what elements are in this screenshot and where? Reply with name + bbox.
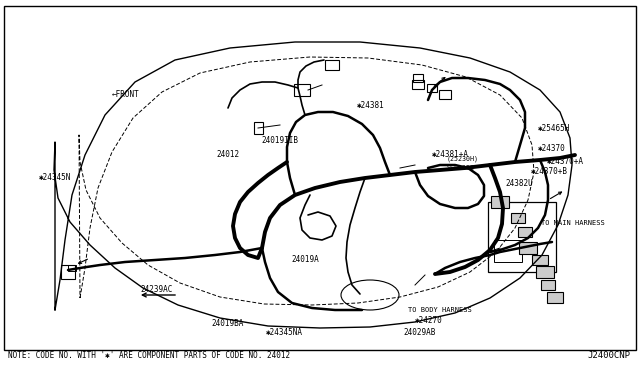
Bar <box>427 84 437 92</box>
Text: 24382U: 24382U <box>506 179 533 187</box>
Bar <box>518 227 532 237</box>
Text: ✱24345NA: ✱24345NA <box>266 328 303 337</box>
Bar <box>511 213 525 223</box>
Text: J2400CNP: J2400CNP <box>587 351 630 360</box>
Bar <box>325 60 339 70</box>
Bar <box>61 265 75 279</box>
Bar <box>519 242 537 254</box>
Text: ✱24381: ✱24381 <box>357 101 385 110</box>
Text: 24019BA: 24019BA <box>211 319 244 328</box>
Text: 24012: 24012 <box>216 150 239 159</box>
Text: 24019IIB: 24019IIB <box>261 136 298 145</box>
Text: ←FRONT: ←FRONT <box>112 90 140 99</box>
Text: SEC.252: SEC.252 <box>447 165 475 171</box>
Bar <box>294 84 310 96</box>
Bar <box>254 122 263 134</box>
Text: ✱24345N: ✱24345N <box>38 173 71 182</box>
Bar <box>412 80 424 89</box>
Bar <box>68 265 76 271</box>
Text: ✱25465H: ✱25465H <box>538 124 570 133</box>
Text: 24239AC: 24239AC <box>141 285 173 294</box>
Bar <box>413 74 423 82</box>
Text: ✱24370+A: ✱24370+A <box>547 157 584 166</box>
Text: 24019A: 24019A <box>291 255 319 264</box>
Bar <box>532 255 548 265</box>
Text: NOTE: CODE NO. WITH '✱' ARE COMPONENT PARTS OF CODE NO. 24012: NOTE: CODE NO. WITH '✱' ARE COMPONENT PA… <box>8 351 290 360</box>
Text: ✱24270: ✱24270 <box>415 316 442 325</box>
Text: TO BODY HARNESS: TO BODY HARNESS <box>408 307 472 313</box>
Bar <box>541 280 555 290</box>
Text: ✱24381+A: ✱24381+A <box>432 150 469 159</box>
Text: 24029AB: 24029AB <box>403 328 436 337</box>
Bar <box>439 90 451 99</box>
Bar <box>491 196 509 208</box>
Bar <box>494 240 522 262</box>
Bar <box>536 266 554 278</box>
Text: ✱24370+B: ✱24370+B <box>531 167 568 176</box>
Text: TO MAIN HARNESS: TO MAIN HARNESS <box>541 220 605 226</box>
Text: ✱24370: ✱24370 <box>538 144 565 153</box>
Bar <box>488 202 556 272</box>
Text: (25230H): (25230H) <box>447 156 479 163</box>
Bar <box>547 292 563 303</box>
